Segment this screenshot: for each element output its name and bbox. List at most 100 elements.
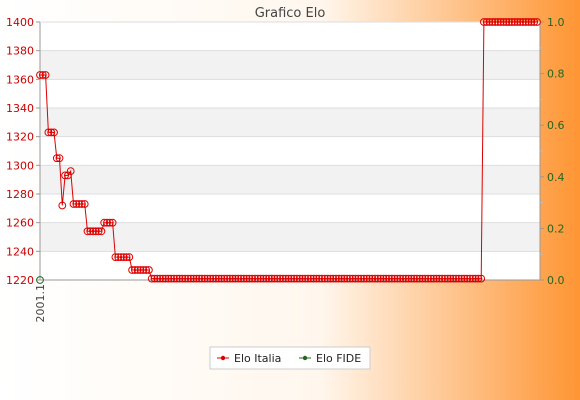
data-point-elo-italia	[379, 274, 388, 283]
data-point-elo-italia	[78, 200, 86, 208]
data-point-elo-italia	[105, 218, 114, 227]
data-point-elo-italia	[390, 274, 399, 283]
data-point-elo-italia	[58, 201, 67, 210]
data-point-elo-italia	[80, 200, 89, 208]
data-point-elo-italia	[83, 227, 92, 236]
data-point-elo-italia	[306, 274, 315, 283]
data-point-elo-italia	[239, 274, 248, 283]
y-left-tick-label: 1320	[6, 131, 34, 144]
y-left-tick-label: 1380	[6, 45, 34, 58]
data-point-elo-italia	[256, 274, 265, 283]
data-point-elo-italia	[357, 274, 366, 283]
data-point-elo-italia	[195, 274, 204, 283]
y-left-tick-label: 1220	[6, 274, 34, 287]
data-point-elo-italia	[301, 274, 310, 283]
data-point-elo-italia	[516, 18, 525, 26]
data-point-elo-italia	[315, 274, 324, 283]
data-point-elo-italia	[44, 128, 53, 137]
grid-band	[40, 165, 540, 194]
data-point-elo-italia	[488, 18, 497, 26]
data-point-elo-italia	[267, 274, 276, 283]
data-point-elo-italia	[170, 274, 178, 283]
data-point-elo-italia	[318, 274, 326, 283]
data-point-elo-italia	[111, 253, 120, 262]
legend-label: Elo FIDE	[316, 352, 361, 365]
data-point-elo-italia	[527, 18, 536, 26]
data-point-elo-italia	[404, 274, 413, 283]
data-point-elo-italia	[47, 128, 56, 137]
data-point-elo-italia	[477, 274, 486, 283]
data-point-elo-italia	[242, 274, 251, 283]
data-point-elo-italia	[253, 274, 262, 283]
data-point-elo-italia	[52, 154, 61, 163]
data-point-elo-italia	[226, 274, 234, 283]
y-right-tick-label: 0.8	[547, 68, 565, 81]
x-tick-label: 2001.1	[34, 284, 47, 323]
data-point-elo-italia	[519, 18, 527, 26]
y-right-tick-label: 0.4	[547, 171, 565, 184]
data-point-elo-italia	[214, 274, 223, 283]
data-point-elo-italia	[407, 274, 416, 283]
data-point-elo-italia	[401, 274, 410, 283]
data-point-elo-italia	[396, 274, 405, 283]
data-point-elo-italia	[457, 274, 466, 283]
data-point-elo-italia	[259, 274, 268, 283]
data-point-elo-italia	[265, 274, 273, 283]
chart-title: Grafico Elo	[255, 6, 326, 21]
legend-marker	[302, 355, 308, 361]
data-point-elo-italia	[499, 18, 508, 26]
data-point-elo-italia	[510, 18, 519, 26]
data-point-elo-italia	[66, 167, 75, 176]
y-left-tick-label: 1260	[6, 217, 34, 230]
data-point-elo-italia	[178, 274, 187, 283]
data-point-elo-italia	[69, 200, 78, 208]
data-point-elo-italia	[281, 274, 290, 283]
data-point-elo-italia	[418, 274, 427, 283]
legend-item-elo-fide: Elo FIDE	[299, 352, 361, 365]
data-point-elo-italia	[36, 71, 44, 79]
data-point-elo-italia	[100, 218, 109, 227]
data-point-elo-italia	[287, 274, 296, 283]
data-point-elo-italia	[119, 253, 128, 262]
data-point-elo-italia	[485, 18, 494, 26]
data-point-elo-italia	[55, 154, 64, 163]
legend-marker	[220, 355, 226, 361]
data-point-elo-italia	[438, 274, 447, 283]
data-point-elo-italia	[387, 274, 396, 283]
data-point-elo-italia	[471, 274, 480, 283]
data-point-elo-italia	[346, 274, 354, 283]
data-point-elo-italia	[147, 274, 156, 283]
data-point-elo-italia	[360, 274, 368, 283]
data-point-elo-italia	[108, 218, 117, 227]
data-point-elo-italia	[61, 171, 69, 180]
data-point-elo-italia	[399, 274, 407, 283]
data-point-elo-italia	[304, 274, 312, 283]
data-point-elo-italia	[175, 274, 184, 283]
data-point-elo-italia	[212, 274, 220, 283]
data-point-elo-italia	[206, 274, 215, 283]
grid-band	[40, 108, 540, 137]
data-point-elo-italia	[97, 227, 106, 236]
data-point-elo-italia	[125, 253, 134, 262]
data-point-elo-italia	[343, 274, 352, 283]
data-point-elo-italia	[131, 266, 139, 274]
data-point-elo-italia	[164, 274, 173, 283]
data-point-elo-italia	[150, 274, 159, 283]
data-point-elo-italia	[94, 227, 103, 236]
data-point-elo-italia	[340, 274, 349, 283]
data-point-elo-italia	[427, 274, 435, 283]
data-point-elo-italia	[449, 274, 458, 283]
data-point-elo-italia	[75, 200, 83, 208]
data-point-elo-italia	[136, 266, 145, 274]
data-point-elo-italia	[474, 274, 483, 283]
data-point-elo-italia	[491, 18, 500, 26]
data-point-elo-italia	[452, 274, 460, 283]
data-point-elo-italia	[251, 274, 259, 283]
data-point-elo-italia	[217, 274, 226, 283]
y-right-tick-label: 0.2	[547, 222, 565, 235]
data-point-elo-fide	[36, 276, 44, 284]
data-point-elo-italia	[468, 274, 477, 283]
data-point-elo-italia	[354, 274, 363, 283]
data-point-elo-italia	[186, 274, 195, 283]
